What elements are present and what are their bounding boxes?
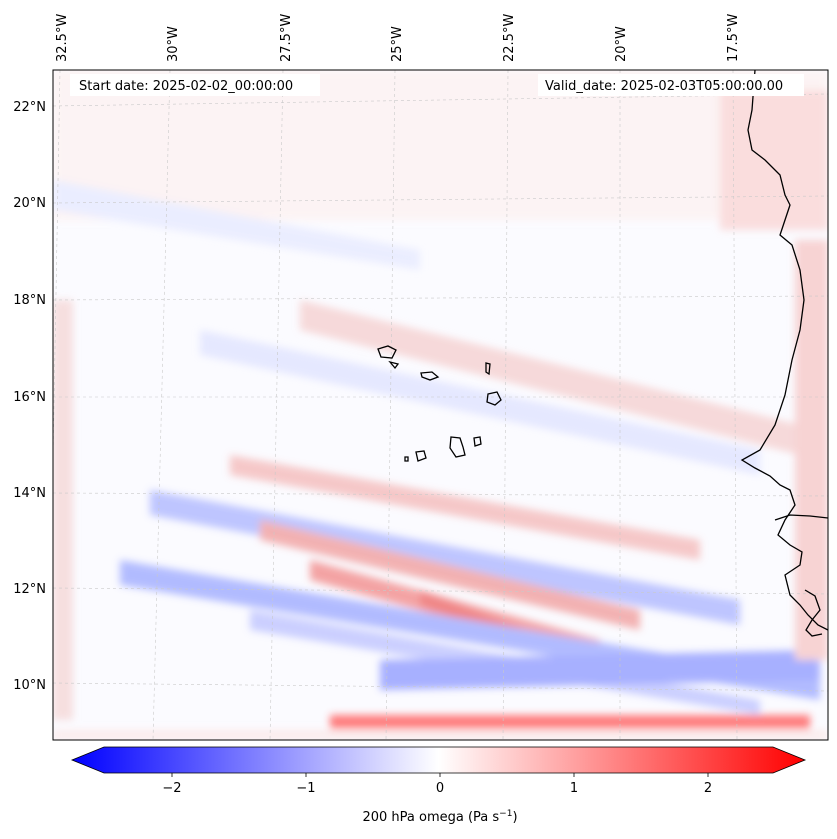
lon-label: 32.5°W — [55, 14, 70, 62]
valid-date-label: Valid_date: 2025-02-03T05:00:00.00 — [545, 79, 783, 94]
lat-label: 18°N — [13, 293, 46, 308]
colorbar-tick: −2 — [162, 781, 181, 796]
lon-label: 27.5°W — [279, 14, 294, 62]
longitude-labels: 32.5°W 30°W 27.5°W 25°W 22.5°W 20°W 17.5… — [55, 14, 741, 62]
latitude-labels: 22°N 20°N 18°N 16°N 14°N 12°N 10°N — [13, 100, 46, 693]
graticule — [53, 70, 828, 740]
map-frame — [52, 69, 829, 741]
lat-label: 16°N — [13, 390, 46, 405]
lon-label: 20°W — [614, 26, 629, 62]
colorbar-tick: 2 — [704, 781, 712, 796]
colorbar-tick: 0 — [436, 781, 444, 796]
lat-label: 20°N — [13, 196, 46, 211]
coastlines — [377, 70, 828, 637]
omega-field — [53, 70, 828, 740]
lon-label: 22.5°W — [502, 14, 517, 62]
colorbar-body — [70, 746, 807, 774]
colorbar: −2 −1 0 1 2 200 hPa omega (Pa s−1) — [70, 746, 807, 825]
lon-label: 25°W — [390, 26, 405, 62]
colorbar-label: 200 hPa omega (Pa s−1) — [362, 809, 517, 825]
lat-label: 14°N — [13, 486, 46, 501]
lon-label: 17.5°W — [726, 14, 741, 62]
colorbar-tick: 1 — [570, 781, 578, 796]
colorbar-tick: −1 — [296, 781, 315, 796]
lat-label: 12°N — [13, 582, 46, 597]
lon-label: 30°W — [166, 26, 181, 62]
lat-label: 10°N — [13, 678, 46, 693]
lat-label: 22°N — [13, 100, 46, 115]
start-date-label: Start date: 2025-02-02_00:00:00 — [79, 79, 293, 94]
